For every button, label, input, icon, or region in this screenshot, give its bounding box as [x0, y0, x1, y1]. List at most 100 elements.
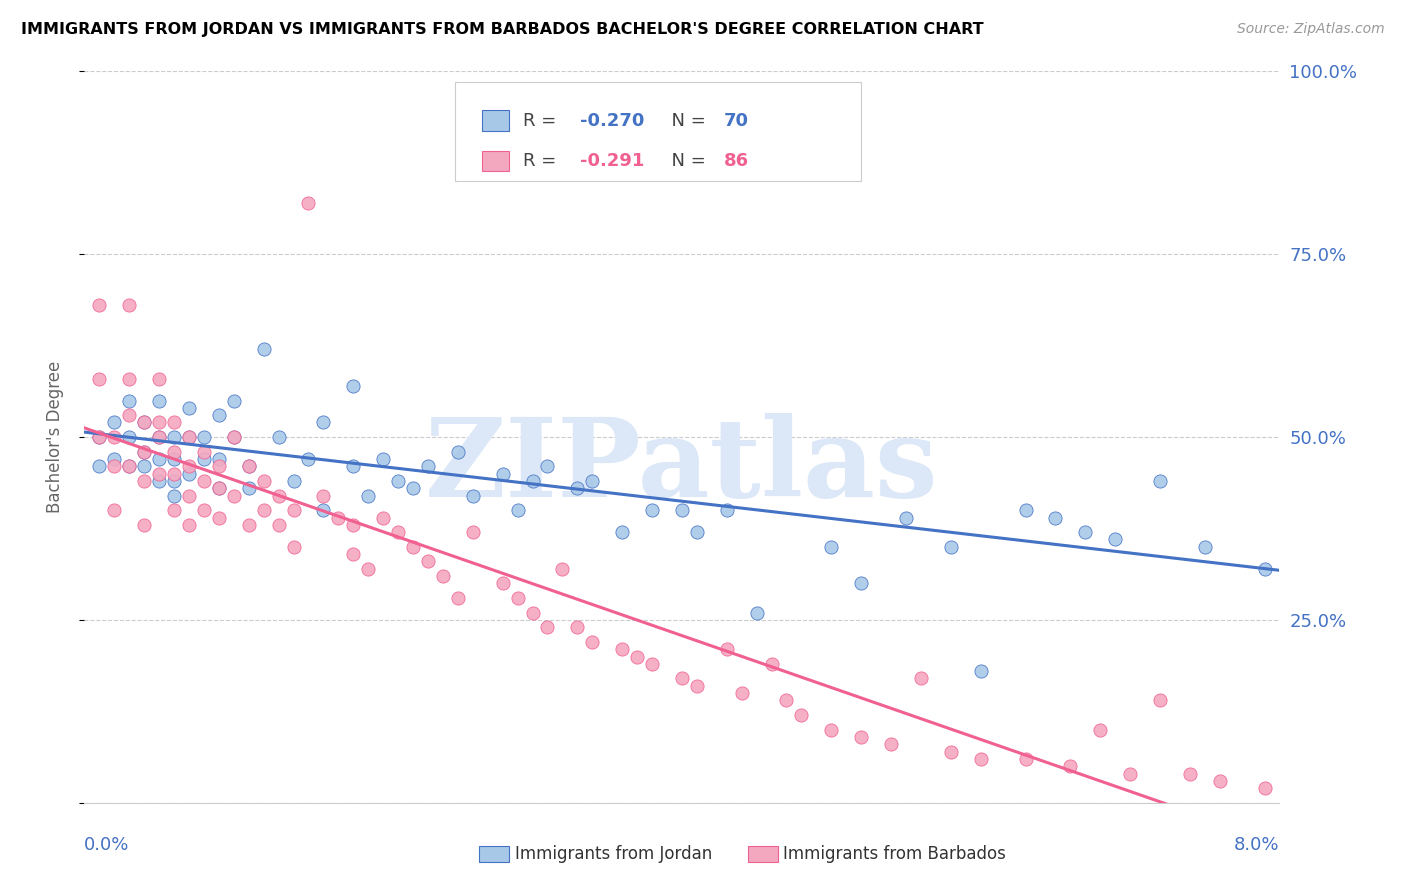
Point — [177, 401, 200, 415]
Point — [641, 657, 664, 671]
Point — [253, 503, 276, 517]
Point — [970, 752, 993, 766]
Point — [148, 467, 170, 481]
Point — [177, 467, 200, 481]
Point — [373, 510, 395, 524]
Point — [894, 510, 917, 524]
Point — [790, 708, 813, 723]
Point — [132, 444, 156, 458]
Point — [103, 416, 125, 430]
Text: 0.0%: 0.0% — [84, 836, 129, 854]
Point — [506, 591, 529, 605]
Point — [148, 430, 170, 444]
Point — [342, 459, 364, 474]
Point — [342, 379, 364, 393]
Point — [581, 474, 603, 488]
Point — [522, 606, 544, 620]
Point — [193, 474, 215, 488]
Point — [939, 745, 962, 759]
FancyBboxPatch shape — [456, 82, 862, 181]
Point — [253, 343, 276, 357]
Point — [193, 430, 215, 444]
Point — [238, 459, 260, 474]
Text: Immigrants from Barbados: Immigrants from Barbados — [783, 845, 1007, 863]
Point — [132, 459, 156, 474]
Point — [177, 430, 200, 444]
Point — [312, 416, 335, 430]
Point — [89, 298, 111, 312]
Point — [1253, 781, 1275, 796]
Point — [1014, 503, 1036, 517]
Point — [745, 606, 768, 620]
Point — [1014, 752, 1036, 766]
Point — [103, 452, 125, 467]
Text: -0.291: -0.291 — [581, 152, 645, 170]
Point — [118, 459, 141, 474]
Point — [238, 459, 260, 474]
Text: N =: N = — [661, 152, 711, 170]
Point — [163, 444, 186, 458]
Point — [851, 576, 873, 591]
Point — [775, 693, 797, 707]
Point — [312, 489, 335, 503]
Point — [612, 525, 634, 540]
Point — [1104, 533, 1126, 547]
Point — [461, 525, 484, 540]
Point — [1119, 766, 1142, 780]
Point — [328, 510, 350, 524]
Point — [238, 517, 260, 532]
Point — [208, 459, 231, 474]
Point — [402, 481, 425, 495]
Point — [536, 620, 558, 634]
Point — [163, 452, 186, 467]
Point — [567, 481, 589, 495]
FancyBboxPatch shape — [748, 846, 778, 862]
Point — [208, 481, 231, 495]
Point — [312, 503, 335, 517]
Point — [880, 737, 903, 751]
Point — [342, 517, 364, 532]
Point — [910, 672, 932, 686]
Point — [163, 430, 186, 444]
Point — [89, 459, 111, 474]
Point — [177, 459, 200, 474]
Text: R =: R = — [523, 152, 562, 170]
Point — [208, 481, 231, 495]
Point — [612, 642, 634, 657]
Point — [253, 474, 276, 488]
Point — [118, 298, 141, 312]
Text: Immigrants from Jordan: Immigrants from Jordan — [515, 845, 711, 863]
Text: N =: N = — [661, 112, 711, 129]
Point — [148, 393, 170, 408]
Point — [1253, 562, 1275, 576]
Text: IMMIGRANTS FROM JORDAN VS IMMIGRANTS FROM BARBADOS BACHELOR'S DEGREE CORRELATION: IMMIGRANTS FROM JORDAN VS IMMIGRANTS FRO… — [21, 22, 984, 37]
Point — [671, 672, 693, 686]
Point — [641, 503, 664, 517]
FancyBboxPatch shape — [482, 111, 509, 131]
Point — [163, 489, 186, 503]
Point — [626, 649, 648, 664]
Point — [671, 503, 693, 517]
Point — [163, 503, 186, 517]
Point — [193, 503, 215, 517]
Point — [222, 489, 245, 503]
FancyBboxPatch shape — [479, 846, 509, 862]
Point — [1045, 510, 1067, 524]
Point — [267, 430, 290, 444]
Point — [103, 503, 125, 517]
Point — [222, 393, 245, 408]
Point — [163, 474, 186, 488]
Point — [820, 540, 842, 554]
Point — [222, 430, 245, 444]
Point — [177, 430, 200, 444]
Point — [208, 408, 231, 422]
Text: Source: ZipAtlas.com: Source: ZipAtlas.com — [1237, 22, 1385, 37]
Point — [686, 679, 709, 693]
Point — [89, 371, 111, 385]
Point — [118, 430, 141, 444]
Point — [461, 489, 484, 503]
Point — [267, 517, 290, 532]
Point — [416, 459, 439, 474]
Text: R =: R = — [523, 112, 562, 129]
Point — [1149, 474, 1171, 488]
